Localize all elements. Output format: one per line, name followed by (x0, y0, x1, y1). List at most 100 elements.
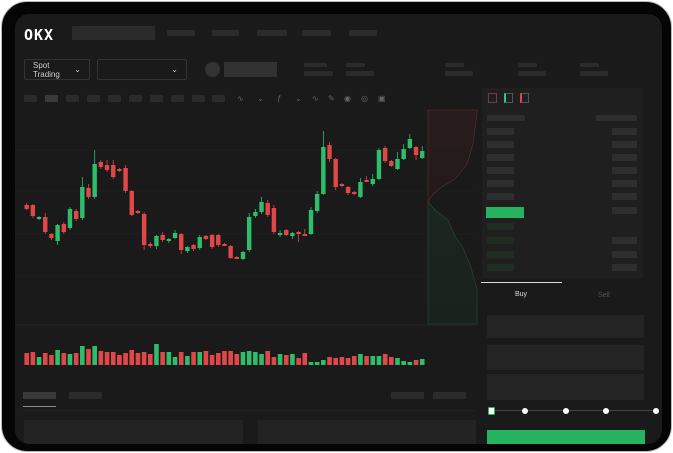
ask-price (487, 154, 514, 161)
slider-stop-25[interactable] (522, 408, 528, 414)
volume-bar (166, 352, 172, 365)
volume-bar (240, 352, 246, 365)
bid-size (612, 237, 637, 244)
candle-body (253, 212, 258, 216)
slider-handle[interactable] (488, 407, 495, 415)
interval-button[interactable] (24, 95, 37, 102)
function-icon[interactable]: ƒ (277, 94, 282, 103)
interval-button[interactable] (45, 95, 58, 102)
interval-button[interactable] (171, 95, 184, 102)
candle-body (73, 211, 79, 219)
candle-body (203, 236, 209, 239)
volume-bar (413, 360, 419, 365)
market-type-dropdown[interactable]: Spot Trading ⌄ (24, 59, 90, 80)
slider-stop-100[interactable] (653, 408, 659, 414)
fullscreen-icon[interactable]: ▣ (378, 94, 386, 103)
ask-size (612, 193, 637, 200)
candle-body (290, 233, 295, 236)
volume-bar (419, 359, 425, 365)
interval-button[interactable] (212, 95, 225, 102)
camera-icon[interactable]: ◉ (344, 94, 351, 103)
amount-input[interactable] (487, 345, 644, 370)
search-placeholder[interactable] (72, 26, 155, 40)
line-tool-icon[interactable]: ∿ (312, 94, 319, 103)
draw-icon[interactable]: ✎ (328, 94, 335, 103)
chevron-down-icon[interactable]: ⌄ (295, 94, 302, 103)
interval-button[interactable] (192, 95, 205, 102)
depth-asks-area (427, 109, 478, 204)
volume-bar (185, 356, 190, 365)
candle-body (86, 188, 91, 197)
volume-bar (370, 356, 376, 365)
interval-button[interactable] (87, 95, 100, 102)
pair-dropdown[interactable]: ⌄ (97, 59, 187, 80)
bid-price (487, 251, 514, 258)
candle-body (296, 232, 301, 234)
nav-item[interactable] (302, 30, 331, 36)
volume-bar (259, 354, 264, 365)
slider-stop-50[interactable] (563, 408, 569, 414)
candle-body (98, 162, 104, 167)
candle-body (246, 217, 252, 250)
nav-item[interactable] (257, 30, 287, 36)
candle-body (209, 235, 215, 247)
nav-item[interactable] (167, 30, 195, 36)
volume-bar (277, 354, 283, 365)
active-tab-underline (23, 406, 56, 407)
interval-button[interactable] (129, 95, 142, 102)
candle-body (401, 149, 406, 159)
chart-type-icon[interactable]: ⌄ (257, 94, 264, 103)
candle-body (265, 203, 270, 215)
candle-body (321, 147, 326, 194)
indicator-icon[interactable]: ∿ (237, 94, 244, 103)
volume-bar (339, 357, 345, 365)
filter-button[interactable] (391, 392, 424, 399)
candlestick-chart[interactable] (15, 14, 485, 374)
volume-bar (234, 354, 240, 365)
slider-stop-75[interactable] (603, 408, 609, 414)
orderbook-bids-icon[interactable] (504, 93, 513, 103)
tab-open-orders[interactable] (23, 392, 56, 399)
volume-bar (110, 352, 116, 365)
volume-bar (73, 353, 79, 365)
tab-order-history[interactable] (69, 392, 102, 399)
candle-body (420, 151, 425, 158)
tab-buy[interactable]: Buy (515, 291, 528, 298)
price-input[interactable] (487, 315, 644, 338)
tab-sell[interactable]: Sell (598, 292, 610, 299)
candle-body (284, 230, 289, 235)
interval-button[interactable] (150, 95, 163, 102)
candle-body (43, 217, 48, 232)
candle-body (166, 239, 172, 241)
candle-body (345, 187, 351, 193)
candle-body (228, 246, 233, 258)
candle-body (49, 234, 54, 238)
ask-price (487, 180, 514, 187)
candle-body (216, 235, 221, 245)
ask-size (612, 207, 637, 214)
volume-bar (302, 353, 308, 365)
volume-bar (135, 353, 141, 365)
ask-price (487, 141, 514, 148)
candle-body (333, 159, 338, 187)
candle-body (55, 225, 60, 241)
orderbook-both-icon[interactable] (488, 93, 497, 103)
bid-size (612, 264, 637, 271)
nav-item[interactable] (212, 30, 239, 36)
interval-button[interactable] (66, 95, 79, 102)
volume-bar (290, 354, 295, 365)
filter-button[interactable] (433, 392, 466, 399)
buy-submit-button[interactable] (487, 430, 645, 444)
candle-body (413, 147, 419, 155)
ask-size (612, 128, 637, 135)
settings-icon[interactable]: ◎ (361, 94, 368, 103)
volume-bar (30, 352, 36, 365)
coin-avatar (205, 62, 220, 77)
total-input[interactable] (487, 374, 644, 400)
nav-item[interactable] (349, 30, 377, 36)
candle-body (197, 237, 202, 248)
orderbook-asks-icon[interactable] (520, 93, 529, 103)
volume-bar (104, 352, 110, 365)
bid-size (612, 251, 637, 258)
interval-button[interactable] (108, 95, 121, 102)
